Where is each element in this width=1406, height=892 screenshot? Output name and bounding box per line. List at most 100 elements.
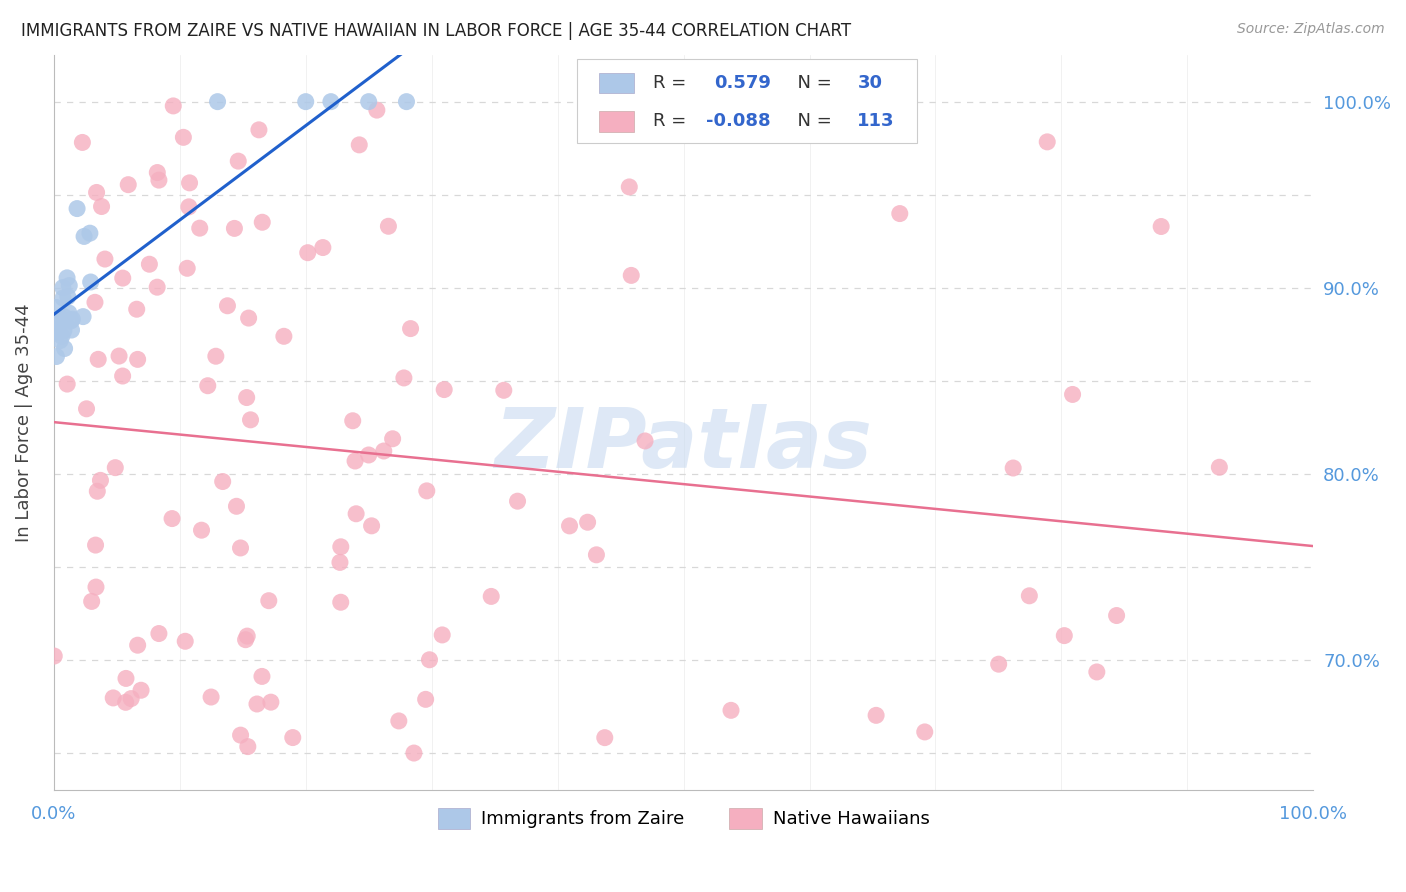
Point bbox=[60, 314, 83, 328]
Point bbox=[207, 95, 229, 109]
Text: 0.0%: 0.0% bbox=[31, 805, 76, 822]
Point bbox=[190, 523, 212, 537]
Point bbox=[349, 137, 371, 152]
Point bbox=[177, 200, 200, 214]
Point bbox=[49, 311, 72, 326]
Point bbox=[360, 519, 382, 533]
Point bbox=[172, 130, 194, 145]
Point bbox=[342, 414, 364, 428]
Point bbox=[162, 99, 184, 113]
Text: N =: N = bbox=[786, 74, 837, 92]
Point bbox=[433, 383, 456, 397]
Point bbox=[211, 475, 233, 489]
Point bbox=[1062, 387, 1084, 401]
Point bbox=[205, 349, 228, 363]
Point bbox=[56, 290, 79, 304]
Point bbox=[138, 257, 160, 271]
Point bbox=[44, 648, 66, 663]
Point bbox=[329, 555, 352, 569]
Point bbox=[148, 626, 170, 640]
Point bbox=[84, 580, 107, 594]
Point bbox=[60, 312, 83, 326]
Point bbox=[576, 515, 599, 529]
Point bbox=[889, 206, 911, 220]
Point bbox=[103, 690, 125, 705]
Point bbox=[72, 136, 94, 150]
Point bbox=[585, 548, 607, 562]
Point bbox=[1002, 461, 1025, 475]
Point bbox=[260, 695, 283, 709]
Point bbox=[344, 507, 367, 521]
Point bbox=[60, 323, 83, 337]
Point bbox=[914, 725, 936, 739]
Y-axis label: In Labor Force | Age 35-44: In Labor Force | Age 35-44 bbox=[15, 303, 32, 541]
Text: R =: R = bbox=[654, 112, 692, 130]
Point bbox=[229, 728, 252, 742]
Point bbox=[357, 95, 380, 109]
Point bbox=[226, 154, 249, 169]
Point bbox=[58, 278, 80, 293]
Point bbox=[357, 448, 380, 462]
Point bbox=[114, 695, 136, 709]
Text: IMMIGRANTS FROM ZAIRE VS NATIVE HAWAIIAN IN LABOR FORCE | AGE 35-44 CORRELATION : IMMIGRANTS FROM ZAIRE VS NATIVE HAWAIIAN… bbox=[21, 22, 851, 40]
Point bbox=[395, 95, 418, 109]
Point bbox=[197, 378, 219, 392]
Point bbox=[79, 275, 101, 289]
Point bbox=[252, 215, 274, 229]
Text: ZIPatlas: ZIPatlas bbox=[495, 404, 873, 485]
Point bbox=[432, 628, 454, 642]
Point bbox=[104, 460, 127, 475]
Point bbox=[239, 413, 262, 427]
Point bbox=[1085, 665, 1108, 679]
Point bbox=[377, 219, 399, 234]
Point bbox=[619, 180, 641, 194]
Text: N =: N = bbox=[786, 112, 837, 130]
Point bbox=[225, 500, 247, 514]
Point bbox=[366, 103, 388, 117]
Point bbox=[236, 629, 259, 643]
Text: 30: 30 bbox=[858, 74, 883, 92]
Text: 100.0%: 100.0% bbox=[1279, 805, 1347, 822]
Point bbox=[247, 123, 270, 137]
Point bbox=[402, 746, 425, 760]
Point bbox=[319, 95, 342, 109]
Point bbox=[45, 350, 67, 364]
Point bbox=[236, 739, 259, 754]
Point bbox=[87, 352, 110, 367]
Point bbox=[125, 302, 148, 317]
Point bbox=[80, 594, 103, 608]
Point bbox=[148, 173, 170, 187]
Point bbox=[987, 657, 1010, 672]
Point bbox=[52, 280, 75, 294]
Point bbox=[235, 632, 257, 647]
Point bbox=[1208, 460, 1230, 475]
Point bbox=[479, 590, 502, 604]
Point bbox=[108, 349, 131, 363]
Point bbox=[56, 270, 79, 285]
Point bbox=[86, 484, 108, 499]
Point bbox=[392, 371, 415, 385]
Point bbox=[45, 323, 67, 337]
Point bbox=[865, 708, 887, 723]
Point bbox=[273, 329, 295, 343]
Point bbox=[127, 638, 149, 652]
Point bbox=[238, 311, 260, 326]
Point bbox=[720, 703, 742, 717]
Point bbox=[188, 221, 211, 235]
Point bbox=[49, 334, 72, 348]
Text: -0.088: -0.088 bbox=[706, 112, 770, 130]
Point bbox=[52, 324, 75, 338]
Point bbox=[344, 454, 367, 468]
Point bbox=[146, 280, 169, 294]
Point bbox=[56, 377, 79, 392]
FancyBboxPatch shape bbox=[576, 59, 917, 144]
Point bbox=[297, 245, 319, 260]
Point bbox=[373, 444, 395, 458]
Point bbox=[388, 714, 411, 728]
Point bbox=[174, 634, 197, 648]
Point bbox=[415, 692, 437, 706]
Point bbox=[129, 683, 152, 698]
Point bbox=[506, 494, 529, 508]
Point bbox=[1018, 589, 1040, 603]
Point bbox=[1036, 135, 1059, 149]
